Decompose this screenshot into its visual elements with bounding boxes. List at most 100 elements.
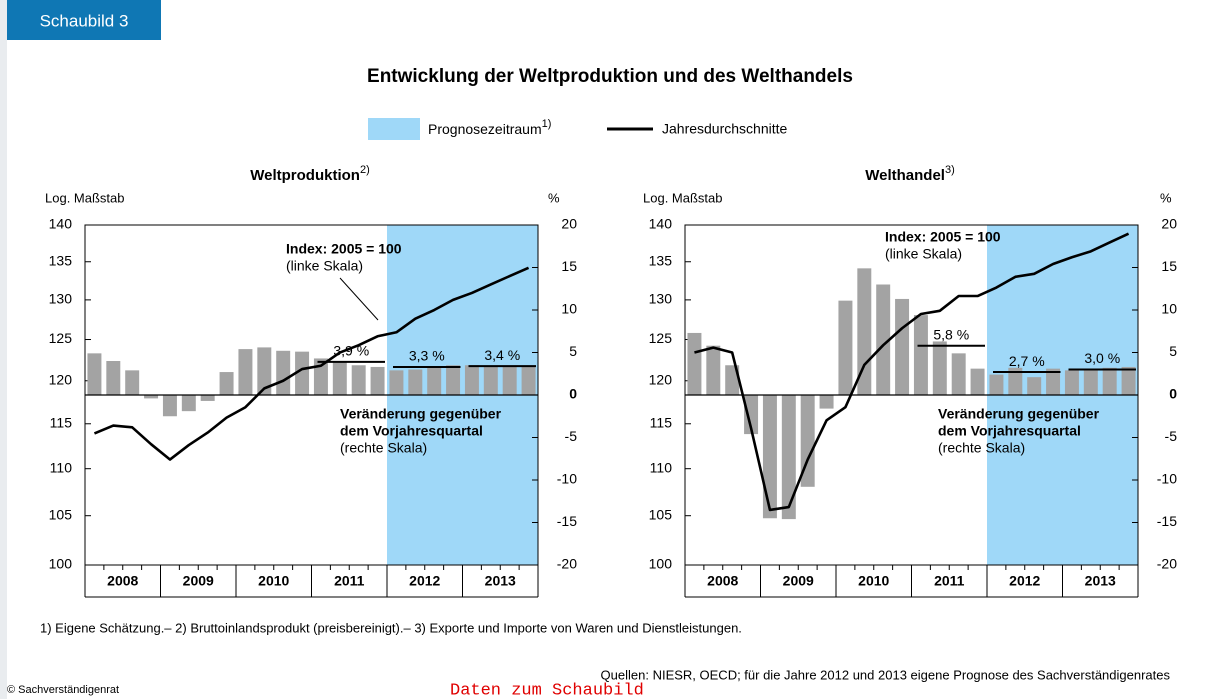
x-tick-label: 2011	[334, 573, 365, 589]
annotation: dem Vorjahresquartal	[340, 423, 483, 439]
x-tick-label: 2009	[183, 573, 214, 589]
annotation: dem Vorjahresquartal	[938, 423, 1081, 439]
y2-tick-label: -20	[1157, 556, 1177, 572]
bar	[725, 365, 740, 395]
bar	[238, 349, 253, 395]
bar	[106, 361, 121, 395]
title: Entwicklung der Weltproduktion und des W…	[367, 66, 853, 87]
x-tick-label: 2011	[934, 573, 965, 589]
left-strip	[0, 0, 7, 699]
x-tick-label: 2013	[1085, 573, 1116, 589]
y2-tick-label: 10	[561, 301, 577, 317]
panel-title-text: Welthandel	[865, 167, 945, 184]
y2-tick-label: 10	[1161, 301, 1177, 317]
x-tick-label: 2010	[858, 573, 889, 589]
average-label: 3,0 %	[1084, 350, 1120, 366]
bar	[800, 395, 815, 487]
y2-axis-label: %	[548, 190, 560, 205]
y-tick-label: 120	[49, 371, 73, 387]
bar	[446, 365, 461, 395]
x-tick-label: 2008	[707, 573, 738, 589]
average-label: 5,8 %	[933, 326, 969, 342]
x-tick-label: 2013	[485, 573, 516, 589]
y-tick-label: 130	[49, 291, 73, 307]
y-tick-label: 125	[49, 330, 73, 346]
bar	[351, 365, 366, 395]
panel-title-sup: 2)	[360, 164, 370, 176]
bar	[1046, 368, 1061, 395]
bar	[913, 315, 928, 395]
y-tick-label: 105	[49, 506, 73, 522]
annotation: Index: 2005 = 100	[286, 241, 402, 257]
y-tick-label: 120	[649, 371, 673, 387]
x-tick-label: 2010	[258, 573, 289, 589]
leader-line	[339, 277, 379, 321]
bar	[332, 361, 347, 395]
bar	[181, 395, 196, 412]
y-tick-label: 125	[649, 330, 673, 346]
y-tick-label: 115	[50, 414, 73, 430]
y-tick-label: 135	[649, 252, 673, 268]
bar	[1027, 377, 1042, 395]
bar	[1064, 370, 1079, 395]
tab-label: Schaubild 3	[40, 11, 129, 30]
y-tick-label: 100	[49, 556, 73, 572]
average-label: 3,4 %	[484, 347, 520, 363]
bar	[144, 395, 159, 399]
y-axis-label: Log. Maßstab	[643, 190, 723, 205]
bar	[687, 332, 702, 395]
data-link[interactable]: Daten zum Schaubild	[450, 681, 644, 699]
bar	[483, 366, 498, 395]
annotation: (linke Skala)	[286, 258, 363, 274]
y2-tick-label: 20	[1161, 216, 1177, 232]
bar	[295, 351, 310, 395]
panel-title: Welthandel3)	[865, 164, 955, 184]
bar	[162, 395, 177, 417]
annotation: Veränderung gegenüber	[340, 406, 502, 422]
copyright: © Sachverständigenrat	[7, 684, 119, 696]
bar	[706, 345, 721, 395]
y2-tick-label: -5	[1165, 428, 1178, 444]
bar	[408, 369, 423, 395]
legend-label: Prognosezeitraum1)	[428, 118, 551, 137]
panel-title-sup: 3)	[945, 164, 955, 176]
footnote: 1) Eigene Schätzung.– 2) Bruttoinlandspr…	[40, 620, 742, 635]
bar	[819, 395, 834, 409]
bar	[370, 366, 385, 395]
annotation: (rechte Skala)	[340, 440, 427, 456]
bar	[276, 350, 291, 395]
bar	[427, 366, 442, 395]
bar	[257, 347, 272, 395]
bar	[932, 341, 947, 395]
y-tick-label: 110	[650, 459, 673, 475]
bar	[970, 368, 985, 395]
bar	[838, 300, 853, 395]
bar	[200, 395, 215, 401]
bar	[895, 298, 910, 395]
y-tick-label: 140	[649, 216, 673, 232]
y2-tick-label: -10	[1157, 471, 1177, 487]
bar	[1121, 366, 1136, 395]
x-tick-label: 2012	[1009, 573, 1040, 589]
x-tick-label: 2012	[409, 573, 440, 589]
annotation: (linke Skala)	[885, 246, 962, 262]
y-axis-label: Log. Maßstab	[45, 190, 125, 205]
y2-tick-label: -20	[557, 556, 577, 572]
average-label: 2,7 %	[1009, 353, 1045, 369]
y2-tick-label: 15	[1161, 258, 1177, 274]
y2-tick-label: -5	[565, 428, 578, 444]
legend-sup: 1)	[542, 118, 552, 130]
y2-tick-label: 0	[1169, 386, 1177, 402]
y2-tick-label: 5	[569, 343, 577, 359]
tab	[7, 0, 161, 40]
bar	[313, 358, 328, 395]
legend-label: Jahresdurchschnitte	[662, 121, 788, 137]
bar	[989, 374, 1004, 395]
y2-tick-label: -10	[557, 471, 577, 487]
y-tick-label: 105	[649, 506, 673, 522]
y2-tick-label: 5	[1169, 343, 1177, 359]
bar	[502, 366, 517, 395]
y2-axis-label: %	[1160, 190, 1172, 205]
average-label: 3,9 %	[333, 343, 369, 359]
